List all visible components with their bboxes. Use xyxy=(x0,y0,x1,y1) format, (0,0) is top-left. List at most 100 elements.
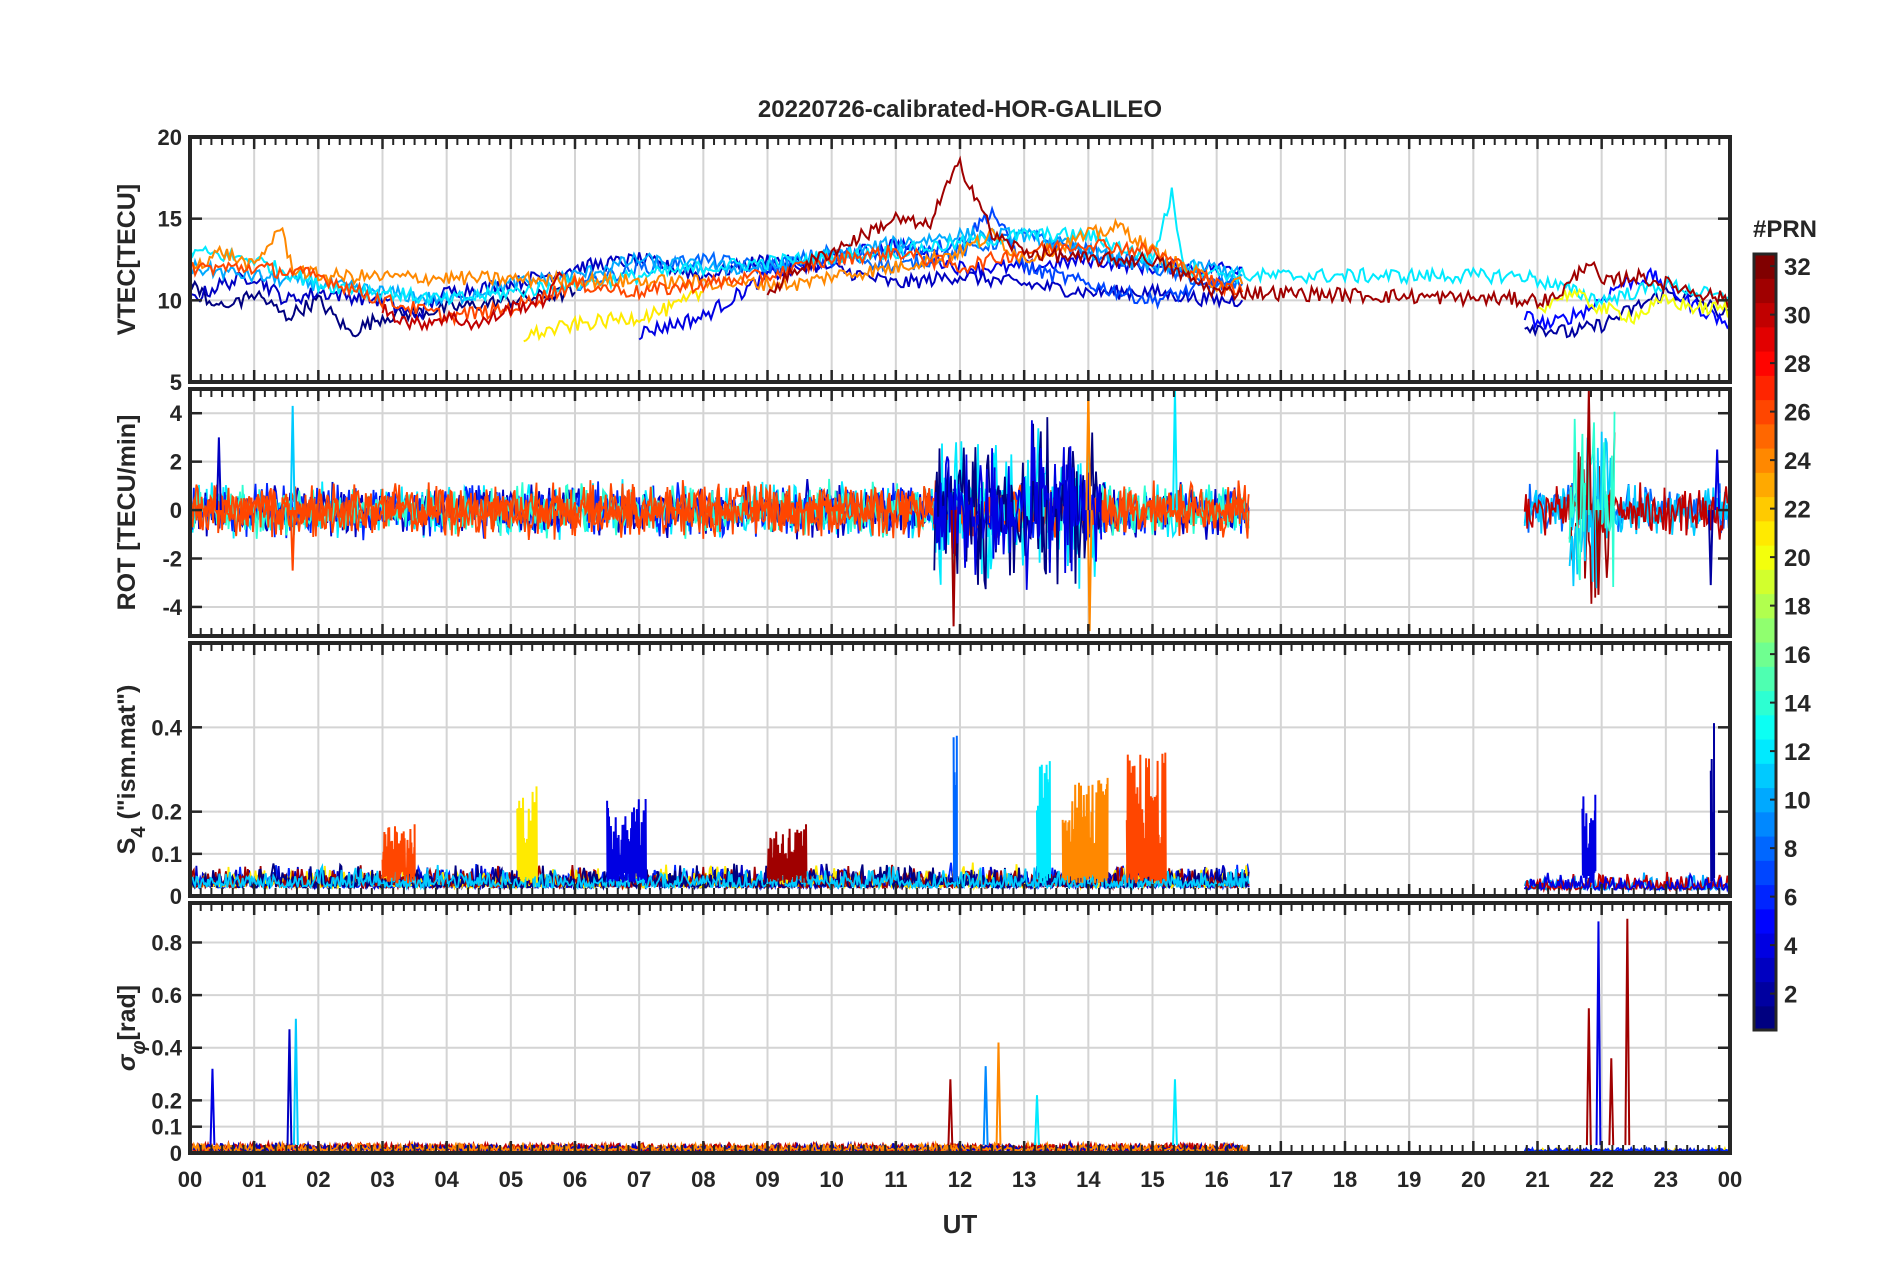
noise-trace-prn-30 xyxy=(1523,482,1730,540)
burst-prn-4 xyxy=(1581,794,1597,883)
spike-prn-2 xyxy=(1707,510,1714,586)
noise-trace-prn-11 xyxy=(1568,431,1615,589)
y-axis-label: VTEC[TECU] xyxy=(113,184,141,335)
spike-prn-4 xyxy=(209,1068,216,1146)
panel-vtec: 5 10 15 20 VTEC[TECU] xyxy=(113,125,1732,395)
x-tick-label: 01 xyxy=(242,1167,266,1192)
noise-trace-prn-4 xyxy=(1523,872,1730,893)
colorbar-segment xyxy=(1754,326,1776,352)
colorbar-segment xyxy=(1754,569,1776,595)
x-tick-label: 17 xyxy=(1269,1167,1293,1192)
x-ticks xyxy=(188,903,1732,1153)
colorbar-tick-label: 14 xyxy=(1784,691,1811,718)
y-tick-label: 20 xyxy=(158,125,182,150)
colorbar-segment xyxy=(1754,302,1776,328)
noise-trace-prn-11 xyxy=(190,862,1250,891)
series-line-prn-24 xyxy=(190,217,1244,293)
spike-prn-31 xyxy=(950,510,957,627)
burst-prn-2 xyxy=(1709,723,1716,882)
y-tick-label: 4 xyxy=(170,401,183,426)
colorbar-tick-label: 2 xyxy=(1784,982,1797,1009)
colorbar-tick-label: 6 xyxy=(1784,885,1797,912)
x-tick-label: 09 xyxy=(755,1167,779,1192)
series-line-prn-12 xyxy=(190,187,1730,309)
colorbar-segment xyxy=(1754,908,1776,934)
colorbar-frame xyxy=(1752,252,1778,1032)
spike-prn-12 xyxy=(1172,1079,1178,1146)
spike-prn-31 xyxy=(1608,1058,1615,1146)
colorbar-segment xyxy=(1754,884,1776,910)
colorbar-segment xyxy=(1754,545,1776,570)
colorbar-title: #PRN xyxy=(1753,216,1817,243)
y-axis-label: σφ[rad] xyxy=(113,985,150,1071)
burst-prn-4 xyxy=(606,798,647,884)
series-line-prn-20 xyxy=(1537,287,1730,326)
plot-area xyxy=(190,389,1730,632)
panel-rot: -4 -2 0 2 4 ROT [TECU/min] xyxy=(113,387,1732,638)
spike-prn-3 xyxy=(215,437,222,511)
colorbar-segment xyxy=(1754,278,1776,304)
colorbar-segment xyxy=(1754,423,1776,449)
y-label-tail: [rad] xyxy=(113,985,141,1041)
y-tick-label: 0 xyxy=(170,498,182,523)
x-tick-label: 11 xyxy=(884,1167,907,1192)
y-axis-label: ROT [TECU/min] xyxy=(113,415,141,611)
y-tick-label: 0 xyxy=(170,1141,182,1166)
spike-prn-3 xyxy=(286,1029,293,1146)
spike-prn-11 xyxy=(292,1018,299,1146)
x-tick-label: 00 xyxy=(1718,1167,1742,1192)
series-line-prn-31 xyxy=(766,155,1730,310)
x-tick-label: 21 xyxy=(1525,1167,1549,1192)
y-tick-label: 0.6 xyxy=(151,983,182,1008)
colorbar-tick-label: 12 xyxy=(1784,739,1811,766)
spike-prn-4 xyxy=(1595,921,1602,1146)
colorbar-segment xyxy=(1754,520,1776,546)
spike-prn-12 xyxy=(1172,389,1178,511)
spike-prn-31 xyxy=(1624,918,1631,1146)
x-tick-label: 07 xyxy=(627,1167,651,1192)
colorbar-segment xyxy=(1754,836,1776,861)
spike-prn-31 xyxy=(1585,389,1592,511)
y-tick-label: 0.1 xyxy=(151,1115,182,1140)
colorbar-tick-label: 26 xyxy=(1784,400,1811,427)
colorbar-tick-label: 18 xyxy=(1784,594,1811,621)
series-line-prn-30 xyxy=(381,271,563,332)
panel-sigma: 00.10.2 0.4 0.6 0.8 σφ[rad] xyxy=(113,901,1732,1166)
series-line-prn-1 xyxy=(190,279,576,338)
colorbar-segment xyxy=(1754,472,1776,498)
spike-prn-31 xyxy=(1595,510,1602,595)
x-tick-label: 10 xyxy=(819,1167,843,1192)
x-ticks xyxy=(188,137,1732,382)
plot-area xyxy=(190,918,1730,1153)
colorbar-tick-label: 30 xyxy=(1784,303,1811,330)
spike-prn-31 xyxy=(947,1079,954,1146)
burst-prn-24 xyxy=(1061,777,1109,884)
x-axis-label: UT xyxy=(943,1209,978,1239)
spike-prn-11 xyxy=(289,405,296,511)
burst-prn-26 xyxy=(1125,752,1167,884)
colorbar-tick-label: 22 xyxy=(1784,497,1811,524)
colorbar-segment xyxy=(1754,957,1776,983)
x-tick-label: 15 xyxy=(1140,1167,1164,1192)
burst-prn-21 xyxy=(516,786,538,883)
colorbar-segment xyxy=(1754,787,1776,813)
y-tick-label: 0.2 xyxy=(151,1088,182,1113)
x-tick-label: 23 xyxy=(1654,1167,1678,1192)
x-tick-label: 08 xyxy=(691,1167,715,1192)
y-tick-label: 5 xyxy=(170,370,182,395)
colorbar-segment xyxy=(1754,642,1776,667)
colorbar-segment xyxy=(1754,933,1776,958)
y-label-tail: ("ism.mat") xyxy=(113,685,141,827)
y-tick-label: 0.8 xyxy=(151,930,182,955)
colorbar-segment xyxy=(1754,448,1776,473)
y-tick-label: 0.4 xyxy=(151,1036,182,1061)
grid xyxy=(190,643,1730,896)
colorbar-segment xyxy=(1754,375,1776,401)
burst-prn-8 xyxy=(952,735,958,882)
y-label-sub: 4 xyxy=(128,826,150,838)
y-tick-label: -4 xyxy=(162,595,182,620)
y-tick-label: 0.4 xyxy=(151,715,182,740)
